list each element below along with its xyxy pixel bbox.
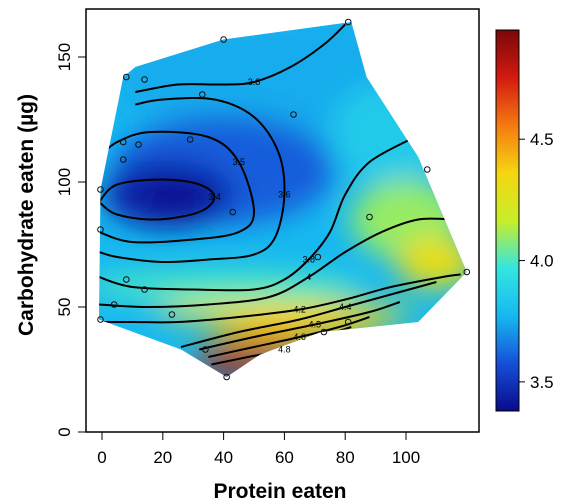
colorbar-axis: 3.5 4.0 4.5 [519, 130, 554, 392]
observation-point [123, 73, 130, 81]
contour-line-6 [99, 273, 461, 324]
colorbar [495, 29, 520, 412]
colorbar-tick-label: 3.5 [530, 373, 554, 392]
contour-lines [99, 23, 461, 366]
y-tick-label: 0 [55, 427, 74, 436]
observation-point [202, 346, 209, 353]
contour-line-1 [99, 130, 256, 244]
contour-label: 3.6 [278, 190, 291, 200]
observation-point [119, 138, 127, 146]
observation-point [110, 301, 118, 308]
contour-label: 3.5 [233, 157, 246, 167]
observation-point [123, 276, 130, 283]
observation-point [141, 76, 148, 83]
observation-point [423, 166, 431, 173]
y-axis-title: Carbohydrate eaten (µg) [15, 94, 38, 336]
contour-line-4 [135, 23, 346, 93]
observation-point [344, 18, 352, 26]
observation-point [135, 141, 142, 148]
contour-line-0 [99, 178, 216, 221]
observation-point [97, 226, 104, 233]
observation-point [314, 253, 322, 261]
observation-point [199, 91, 206, 98]
contour-line-2 [99, 97, 286, 264]
y-tick-label: 100 [55, 168, 74, 196]
contour-line-8 [199, 301, 401, 351]
contour-line-3 [99, 133, 423, 292]
contour-label: 4 [306, 272, 311, 282]
x-tick-label: 20 [153, 448, 172, 467]
contour-line-5 [99, 217, 452, 309]
observation-point [220, 36, 227, 43]
x-tick-label: 80 [336, 448, 355, 467]
observation-point [186, 136, 194, 143]
x-tick-label: 40 [214, 448, 233, 467]
contour-label: 4.5 [309, 320, 322, 330]
observation-point [223, 373, 230, 381]
y-tick-label: 150 [55, 43, 74, 71]
observation-point [290, 111, 297, 118]
x-axis-title: Protein eaten [213, 480, 346, 502]
x-tick-label: 0 [97, 448, 106, 467]
observation-point [320, 328, 328, 336]
x-tick-label: 60 [275, 448, 294, 467]
contour-label: 3.8 [302, 255, 315, 265]
x-axis: 0 20 40 60 80 100 [97, 431, 420, 467]
observation-point [463, 268, 471, 276]
observation-point [141, 286, 148, 293]
y-tick-label: 50 [55, 298, 74, 317]
observation-points [97, 18, 471, 381]
observation-point [229, 208, 237, 216]
x-tick-label: 100 [392, 448, 420, 467]
contour-line-9 [208, 316, 370, 358]
y-axis: 0 50 100 150 [55, 43, 87, 437]
colorbar-tick-label: 4.5 [530, 130, 554, 149]
observation-point [97, 316, 104, 323]
contour-labels: 3.4 3.5 3.6 3.8 3.8 4 4.2 4.4 4.54.64.8 [208, 77, 351, 355]
observation-point [366, 213, 373, 221]
colorbar-tick-label: 4.0 [530, 252, 554, 271]
observation-point [344, 318, 352, 326]
contour-label: 4.2 [293, 305, 306, 315]
contour-label: 4.8 [278, 345, 291, 355]
contour-line-7 [180, 281, 437, 348]
contour-label: 3.4 [208, 192, 221, 202]
observation-point [168, 311, 176, 318]
contour-label: 4.6 [293, 332, 306, 342]
observation-point [97, 186, 104, 193]
observation-point [119, 156, 127, 163]
contour-label: 3.8 [248, 77, 261, 87]
contour-label: 4.4 [339, 302, 352, 312]
